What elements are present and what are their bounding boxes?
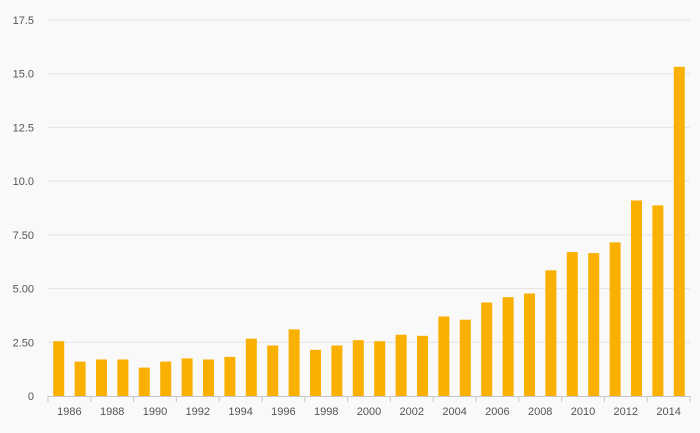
bar (524, 293, 535, 396)
y-tick-label: 0 (28, 391, 34, 403)
x-tick-label: 2012 (614, 406, 638, 418)
bar (395, 334, 407, 396)
bar (374, 341, 386, 396)
bar (438, 316, 450, 396)
bar (267, 345, 279, 396)
y-tick-label: 17.5 (13, 15, 34, 27)
bar (417, 335, 428, 396)
x-tick-label: 1990 (143, 406, 167, 418)
x-tick-label: 2006 (485, 406, 509, 418)
x-tick-label: 2002 (400, 406, 424, 418)
bar (673, 66, 685, 396)
x-tick-label: 1988 (100, 406, 124, 418)
y-tick-label: 12.5 (13, 122, 34, 134)
x-tick-label: 2008 (528, 406, 552, 418)
x-axis-labels: 1986 1988 1990 1992 1994 1996 1998 2000 2002 2004… (57, 406, 681, 418)
bar (331, 345, 343, 396)
bar (96, 359, 107, 396)
bar (609, 242, 621, 396)
y-tick-label: 2.50 (13, 337, 34, 349)
x-tick-label: 1998 (314, 406, 338, 418)
bar (566, 252, 578, 396)
bars (53, 66, 685, 396)
bar (459, 319, 471, 396)
bar (53, 341, 65, 396)
bar (352, 340, 364, 396)
x-tick-label: 2000 (357, 406, 381, 418)
bar (117, 359, 129, 396)
x-tick-label: 2004 (442, 406, 466, 418)
x-tick-label: 1986 (57, 406, 81, 418)
bar (160, 361, 172, 396)
bar (502, 297, 514, 396)
bar (481, 302, 493, 396)
x-tick-label: 1994 (228, 406, 252, 418)
x-tick-label: 2014 (656, 406, 680, 418)
bar (224, 356, 236, 396)
y-tick-label: 15.0 (13, 69, 34, 81)
y-tick-label: 5.00 (13, 284, 34, 296)
bar (74, 361, 86, 396)
bar (652, 205, 664, 396)
x-tick-label: 1992 (186, 406, 210, 418)
bar (545, 270, 557, 396)
y-tick-label: 7.50 (13, 230, 34, 242)
grid-lines (48, 19, 690, 343)
x-axis (47, 396, 691, 402)
y-tick-label: 10.0 (13, 176, 34, 188)
bar (138, 367, 150, 396)
y-axis-labels: 0 2.50 5.00 7.50 10.0 12.5 15.0 17.5 (13, 15, 34, 403)
bar (245, 338, 257, 396)
bar (181, 358, 193, 396)
bar (631, 200, 642, 396)
bar (288, 329, 300, 396)
x-tick-label: 1996 (271, 406, 295, 418)
x-tick-label: 2010 (571, 406, 595, 418)
bar (203, 359, 214, 396)
bar (588, 253, 600, 396)
bar (310, 349, 321, 396)
